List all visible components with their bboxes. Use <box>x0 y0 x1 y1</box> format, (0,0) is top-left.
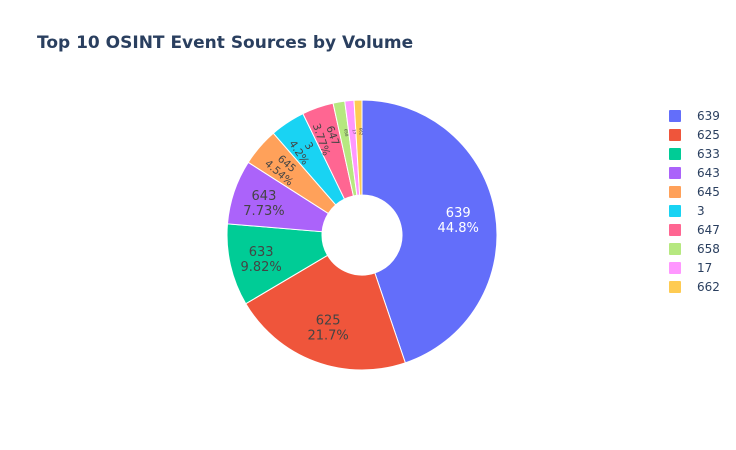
slice-label-643: 643 7.73% <box>243 189 284 219</box>
legend-swatch <box>669 204 681 217</box>
legend-label: 633 <box>697 146 720 161</box>
slice-label-633: 633 9.82% <box>240 245 281 275</box>
chart-title: Top 10 OSINT Event Sources by Volume <box>37 33 414 53</box>
legend-swatch <box>669 223 681 236</box>
slice-label-percent: 44.8% <box>438 221 479 236</box>
legend-swatch <box>669 261 681 274</box>
legend-swatch <box>669 242 681 255</box>
slice-label-name: 17 <box>352 129 357 135</box>
legend-item-3[interactable]: 3 <box>667 201 720 220</box>
slice-639[interactable] <box>361 99 498 364</box>
legend-label: 645 <box>697 184 720 199</box>
donut-slices <box>226 99 498 371</box>
legend-item-658[interactable]: 658 <box>667 239 720 258</box>
legend-label: 647 <box>697 222 720 237</box>
slice-label-639: 639 44.8% <box>438 206 479 236</box>
legend-label: 643 <box>697 165 720 180</box>
legend-item-662[interactable]: 662 <box>667 277 720 296</box>
legend-label: 625 <box>697 127 720 142</box>
legend-swatch <box>669 147 681 160</box>
legend-swatch <box>669 185 681 198</box>
slice-label-name: 658 <box>343 128 349 137</box>
slice-label-name: 625 <box>316 313 341 328</box>
legend-item-643[interactable]: 643 <box>667 163 720 182</box>
slice-label-658: 658 <box>343 128 349 137</box>
legend-item-625[interactable]: 625 <box>667 125 720 144</box>
slice-625[interactable] <box>245 254 406 371</box>
legend-swatch <box>669 109 681 122</box>
slice-662[interactable] <box>353 99 363 196</box>
legend-label: 17 <box>697 260 713 275</box>
legend-item-647[interactable]: 647 <box>667 220 720 239</box>
slice-label-625: 625 21.7% <box>307 313 348 343</box>
legend-label: 639 <box>697 108 720 123</box>
legend-label: 662 <box>697 279 720 294</box>
slice-label-662: 662 <box>358 128 363 136</box>
legend: 639 625 633 643 645 3 647 658 17 662 <box>667 106 720 296</box>
legend-label: 658 <box>697 241 720 256</box>
slice-label-name: 639 <box>446 206 471 221</box>
slice-label-17: 17 <box>352 129 357 135</box>
slice-label-name: 662 <box>358 128 363 136</box>
legend-item-645[interactable]: 645 <box>667 182 720 201</box>
slice-label-percent: 9.82% <box>240 260 281 275</box>
legend-swatch <box>669 280 681 293</box>
legend-swatch <box>669 128 681 141</box>
legend-item-639[interactable]: 639 <box>667 106 720 125</box>
slice-label-percent: 21.7% <box>307 328 348 343</box>
legend-swatch <box>669 166 681 179</box>
legend-label: 3 <box>697 203 705 218</box>
slice-label-name: 633 <box>249 245 274 260</box>
legend-item-633[interactable]: 633 <box>667 144 720 163</box>
slice-label-name: 643 <box>252 189 277 204</box>
legend-item-17[interactable]: 17 <box>667 258 720 277</box>
slice-label-percent: 7.73% <box>243 204 284 219</box>
